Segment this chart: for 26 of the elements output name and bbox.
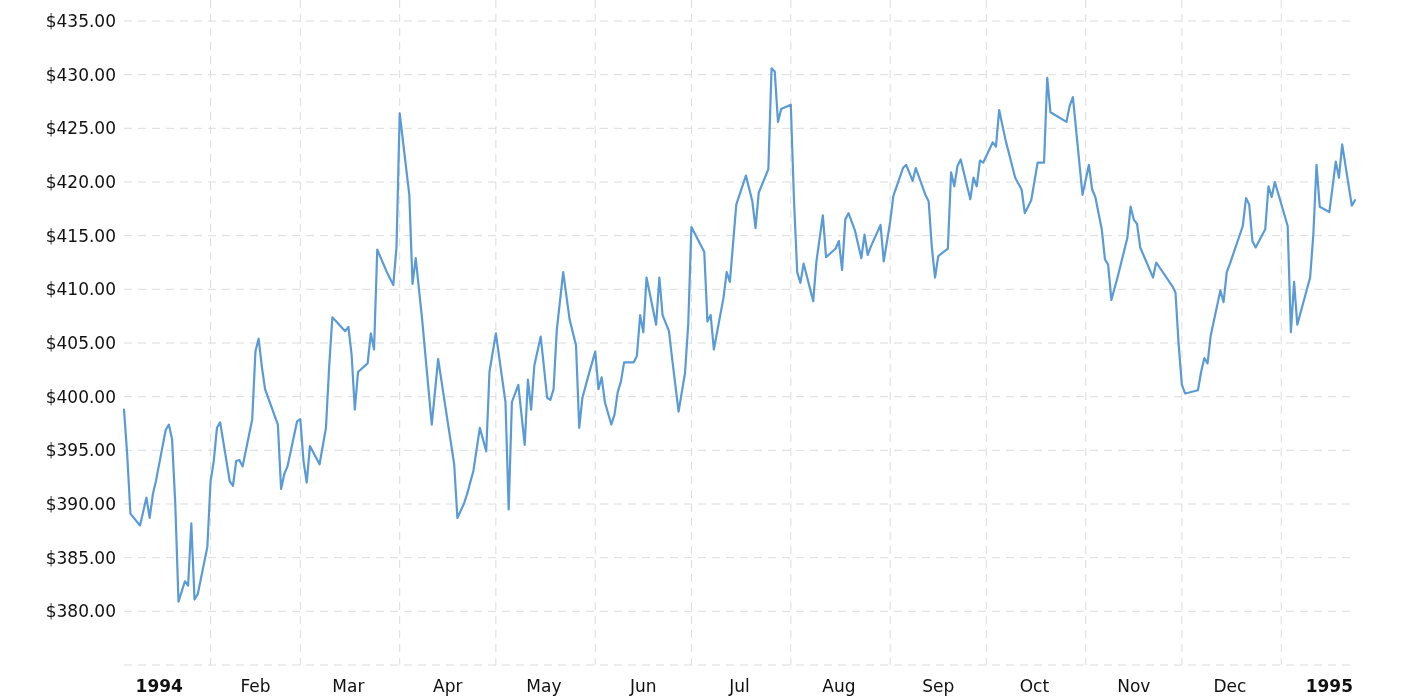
x-tick-label: Oct — [1019, 676, 1050, 696]
y-tick-label: $400.00 — [45, 386, 116, 407]
x-tick-label: Sep — [922, 676, 955, 696]
line-series — [122, 67, 1357, 603]
y-tick-label: $430.00 — [45, 64, 116, 85]
x-tick-label: Dec — [1213, 676, 1247, 696]
x-tick-label: May — [526, 676, 562, 696]
x-tick-label: Nov — [1117, 676, 1151, 696]
y-tick-label: $425.00 — [45, 118, 116, 139]
y-tick-label: $410.00 — [45, 279, 116, 300]
x-tick-label: 1995 — [1305, 676, 1354, 696]
x-tick-label: Mar — [332, 676, 365, 696]
y-tick-label: $385.00 — [45, 547, 116, 568]
x-tick-label: Apr — [433, 676, 463, 696]
x-tick-label: Jul — [728, 676, 750, 696]
y-tick-label: $380.00 — [45, 601, 116, 622]
y-tick-label: $390.00 — [45, 493, 116, 514]
y-tick-label: $415.00 — [45, 225, 116, 246]
x-tick-label: Jun — [629, 676, 657, 696]
y-tick-label: $405.00 — [45, 332, 116, 353]
x-tick-label: Feb — [240, 676, 271, 696]
x-tick-label: 1994 — [135, 676, 184, 696]
y-tick-label: $420.00 — [45, 171, 116, 192]
x-tick-label: Aug — [822, 676, 856, 696]
y-tick-label: $435.00 — [45, 10, 116, 31]
y-tick-label: $395.00 — [45, 440, 116, 461]
